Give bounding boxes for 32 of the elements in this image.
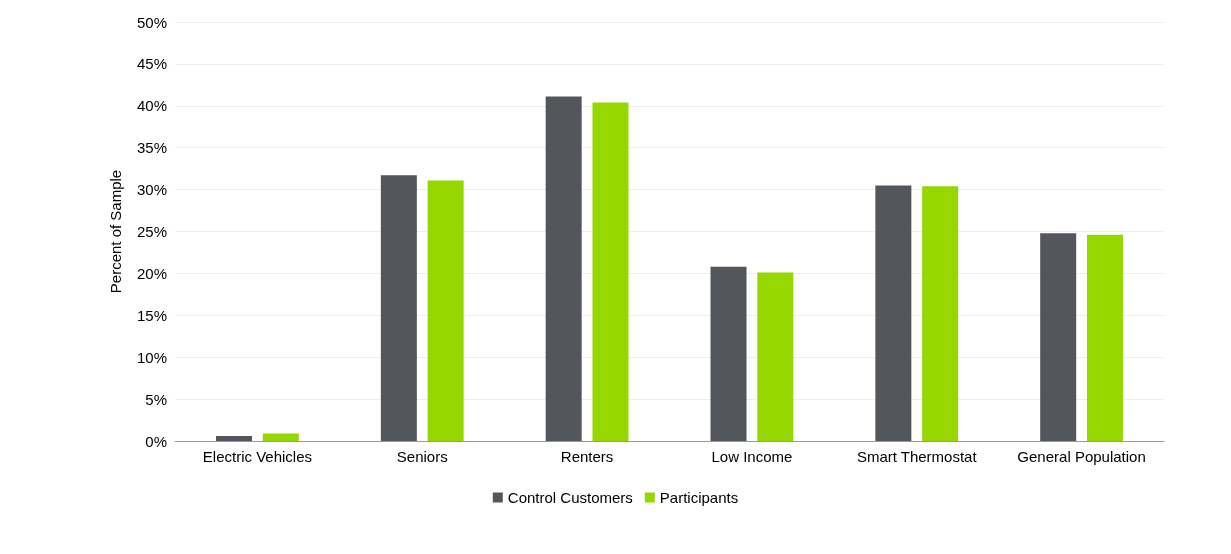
y-tick-label: 20% — [136, 264, 167, 282]
x-tick-label: Electric Vehicles — [202, 448, 313, 465]
y-tick-label: 50% — [136, 13, 167, 31]
x-tick-label: Seniors — [396, 448, 448, 465]
y-tick-label: 35% — [136, 139, 167, 157]
x-tick-label: Smart Thermostat — [856, 448, 978, 465]
bar — [262, 433, 299, 441]
y-tick-label: 10% — [136, 348, 167, 366]
y-tick-label: 5% — [145, 390, 167, 408]
x-tick-label: Renters — [560, 448, 614, 465]
bar — [1040, 233, 1077, 441]
y-axis-title: Percent of Sample — [107, 169, 124, 294]
x-tick-label: General Population — [1017, 448, 1146, 465]
bar — [545, 96, 582, 441]
bar — [427, 180, 464, 441]
bar — [380, 175, 417, 441]
bar — [710, 266, 747, 441]
bar — [1086, 234, 1123, 441]
bar — [757, 272, 794, 441]
bar — [216, 435, 253, 441]
y-tick-label: 40% — [136, 97, 167, 115]
x-tick-label: Low Income — [711, 448, 793, 465]
y-tick-label: 0% — [145, 432, 167, 450]
y-tick-label: 45% — [136, 55, 167, 73]
bar — [875, 185, 912, 441]
legend-label: Control Customers — [507, 489, 633, 506]
y-tick-label: 25% — [136, 223, 167, 240]
y-tick-label: 30% — [136, 181, 167, 199]
bar — [922, 186, 959, 441]
y-tick-label: 15% — [136, 306, 167, 324]
bar — [592, 102, 629, 441]
legend-label: Participants — [659, 489, 739, 506]
